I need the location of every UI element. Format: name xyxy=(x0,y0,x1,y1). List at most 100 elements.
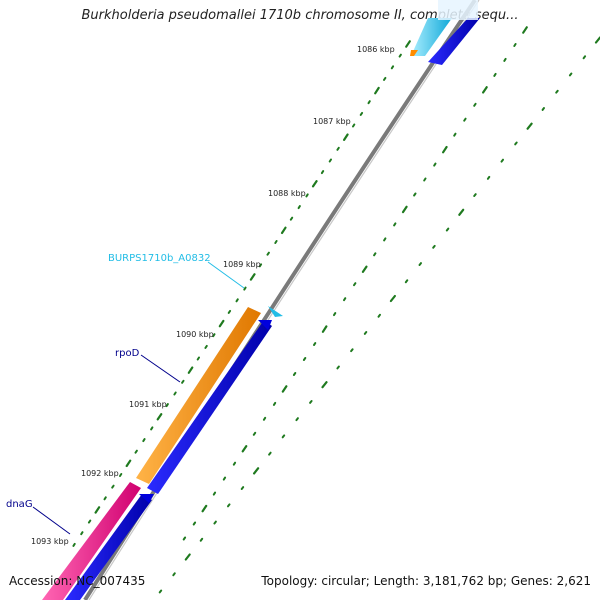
ruler-dot xyxy=(383,76,387,81)
ruler-dot xyxy=(281,434,286,439)
leader-line-burps xyxy=(207,261,245,289)
ruler-dot-tracks xyxy=(72,26,600,594)
feature-blue-cds-dnaG xyxy=(65,494,152,600)
ruler-dot xyxy=(111,484,115,489)
gene-label-dnaG: dnaG xyxy=(6,499,33,510)
ruler-dot xyxy=(218,319,225,328)
accession-label: Accession: NC_007435 xyxy=(9,574,146,588)
ruler-dot xyxy=(390,65,395,70)
ruler-dot xyxy=(333,312,337,317)
ruler-dot xyxy=(423,177,427,182)
ruler-dot xyxy=(212,491,217,496)
ruler-dot xyxy=(80,531,84,536)
map-summary: Topology: circular; Length: 3,181,762 bp… xyxy=(261,574,591,588)
ruler-dot xyxy=(373,252,377,257)
ruler-dot xyxy=(199,537,204,542)
ruler-dot xyxy=(321,381,328,389)
ruler-dot xyxy=(418,262,422,266)
ruler-dot xyxy=(240,486,245,490)
feature-cyan-arrowhead xyxy=(268,306,283,317)
ruler-dot xyxy=(204,344,208,349)
ruler-dot xyxy=(173,391,177,396)
ruler-dot xyxy=(94,506,101,514)
ruler-dot xyxy=(555,89,559,94)
ruler-dot xyxy=(486,175,491,180)
tick-label-1089: 1089 kbp xyxy=(223,260,261,269)
ruler-dot xyxy=(262,416,267,421)
ruler-dot xyxy=(522,26,528,34)
ruler-dot xyxy=(150,426,154,431)
ruler-dot xyxy=(352,123,356,128)
ruler-dot xyxy=(482,86,488,94)
ruler-dot xyxy=(413,192,417,197)
tick-label-1092: 1092 kbp xyxy=(81,469,119,478)
ruler-dot xyxy=(442,145,448,154)
feature-rpoD-cds xyxy=(136,307,261,484)
ruler-dot xyxy=(87,519,92,524)
ruler-dot xyxy=(192,521,197,526)
chromosome-backbone-highlight xyxy=(88,0,480,600)
ruler-dot xyxy=(125,459,132,468)
ruler-dot xyxy=(134,449,138,454)
ruler-dot xyxy=(473,102,477,107)
tick-label-1086: 1086 kbp xyxy=(357,45,395,54)
gene-label-burps1710b-a0832: BURPS1710b_A0832 xyxy=(108,253,211,264)
leader-line-rpoD xyxy=(140,354,181,383)
ruler-dot xyxy=(445,227,450,232)
ruler-dot xyxy=(227,309,232,314)
ruler-dot xyxy=(350,348,354,353)
ruler-dot xyxy=(184,553,191,561)
ruler-dot xyxy=(232,461,237,466)
ruler-dot xyxy=(266,251,270,256)
ruler-dot xyxy=(212,333,216,338)
gene-label-rpoD: rpoD xyxy=(115,348,140,359)
ruler-dot xyxy=(241,445,248,453)
ruler-dot xyxy=(367,100,371,105)
ruler-dot xyxy=(343,297,347,302)
ruler-dot xyxy=(142,438,146,443)
ruler-dot xyxy=(582,55,587,60)
ruler-dot xyxy=(321,325,328,333)
leader-line-dnaG xyxy=(32,506,71,535)
ruler-dot xyxy=(181,379,185,384)
ruler-dot xyxy=(297,205,301,210)
ruler-dot xyxy=(404,279,409,284)
ruler-dot xyxy=(500,158,504,163)
feature-blue-arrowhead-dnaG xyxy=(139,494,154,503)
ruler-dot xyxy=(252,431,257,436)
ruler-dot xyxy=(156,413,163,421)
ruler-dot xyxy=(72,542,76,547)
ruler-dot xyxy=(377,313,381,318)
ruler-dot xyxy=(405,40,411,48)
ruler-dot xyxy=(272,401,277,406)
ruler-dot xyxy=(336,365,340,370)
ruler-dot xyxy=(361,265,368,273)
ruler-dot xyxy=(336,146,340,151)
ruler-dot xyxy=(328,158,332,163)
ruler-dot xyxy=(302,357,307,361)
ruler-dot xyxy=(374,86,380,95)
ruler-dot xyxy=(493,72,497,77)
ruler-dot xyxy=(568,72,573,77)
feature-top-cluster xyxy=(410,0,480,65)
tick-label-1090: 1090 kbp xyxy=(176,330,214,339)
ruler-dot xyxy=(289,216,294,221)
ruler-dot xyxy=(182,536,187,541)
ruler-dot xyxy=(458,208,465,216)
feature-blue-cds-rpoD xyxy=(147,320,272,494)
tick-label-1088: 1088 kbp xyxy=(268,189,306,198)
ruler-dot xyxy=(196,356,200,361)
ruler-dot xyxy=(503,57,507,62)
ruler-dot xyxy=(473,193,477,197)
ruler-dot xyxy=(201,504,208,513)
ruler-dot xyxy=(383,237,387,242)
ruler-dot xyxy=(222,476,227,481)
feature-cyan-cds-top xyxy=(411,18,452,56)
ruler-dot xyxy=(320,170,325,175)
ruler-dot xyxy=(526,122,533,130)
ruler-dot xyxy=(103,496,107,501)
ruler-dot xyxy=(401,205,408,214)
ruler-dot xyxy=(235,298,239,303)
